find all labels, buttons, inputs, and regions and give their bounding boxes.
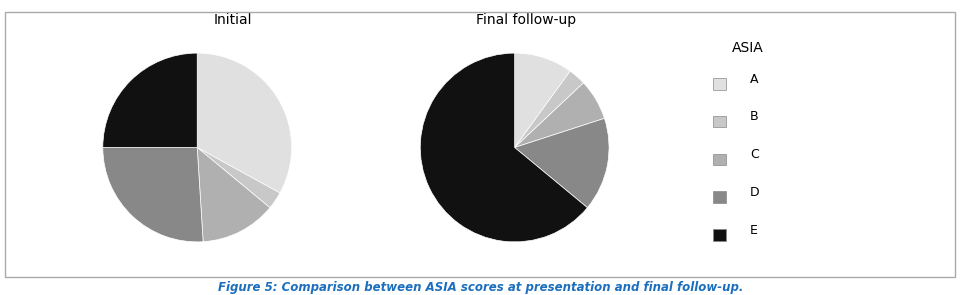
Text: C: C [749,148,757,161]
Wedge shape [514,118,608,208]
Title: Final follow-up: Final follow-up [476,13,576,27]
Wedge shape [103,53,197,148]
Text: ASIA: ASIA [730,41,763,55]
Text: A: A [749,73,757,86]
Wedge shape [103,148,203,242]
Wedge shape [197,148,280,208]
Wedge shape [514,83,604,148]
Wedge shape [197,53,291,193]
FancyBboxPatch shape [713,191,726,203]
FancyBboxPatch shape [713,116,726,127]
Wedge shape [514,53,570,148]
Wedge shape [197,148,270,242]
Text: D: D [749,186,758,199]
Text: E: E [749,224,757,237]
Wedge shape [514,71,583,148]
FancyBboxPatch shape [713,154,726,165]
FancyBboxPatch shape [713,229,726,241]
Title: Initial: Initial [213,13,252,27]
Text: Figure 5: Comparison between ASIA scores at presentation and final follow-up.: Figure 5: Comparison between ASIA scores… [218,281,743,294]
Text: B: B [749,110,757,123]
FancyBboxPatch shape [713,78,726,90]
Wedge shape [420,53,587,242]
